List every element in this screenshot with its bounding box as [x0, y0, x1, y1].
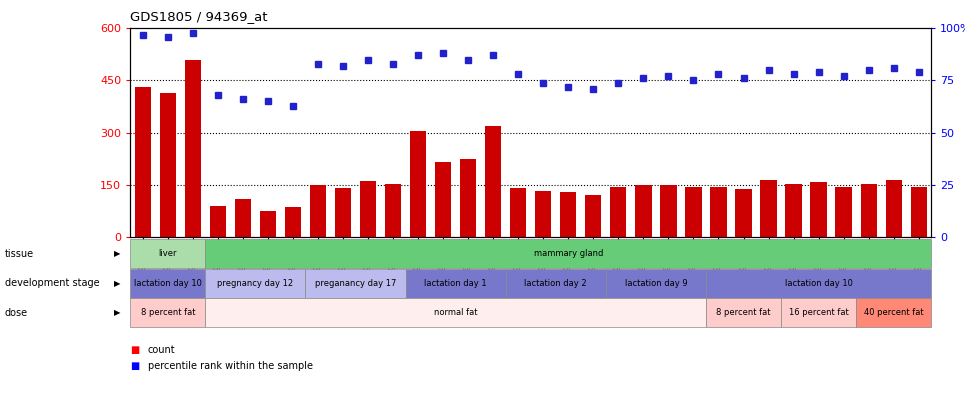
Bar	[911, 187, 926, 237]
Text: preganancy day 17: preganancy day 17	[315, 279, 397, 288]
Text: mammary gland: mammary gland	[534, 249, 603, 258]
Text: count: count	[148, 345, 176, 354]
Bar	[510, 188, 526, 237]
Bar	[786, 184, 802, 237]
Text: normal fat: normal fat	[434, 308, 478, 317]
Text: GDS1805 / 94369_at: GDS1805 / 94369_at	[130, 10, 267, 23]
Bar	[184, 60, 201, 237]
Text: lactation day 2: lactation day 2	[524, 279, 587, 288]
Text: liver: liver	[158, 249, 177, 258]
Text: ■: ■	[130, 345, 140, 354]
Text: lactation day 9: lactation day 9	[624, 279, 687, 288]
Text: ■: ■	[130, 361, 140, 371]
Bar	[836, 187, 852, 237]
Text: lactation day 10: lactation day 10	[134, 279, 202, 288]
Bar	[610, 187, 626, 237]
Bar	[735, 189, 752, 237]
Bar	[560, 192, 576, 237]
Text: pregnancy day 12: pregnancy day 12	[217, 279, 293, 288]
Bar	[135, 87, 151, 237]
Text: percentile rank within the sample: percentile rank within the sample	[148, 361, 313, 371]
Bar	[536, 191, 551, 237]
Text: tissue: tissue	[5, 249, 34, 258]
Bar	[335, 188, 351, 237]
Text: ▶: ▶	[114, 308, 121, 317]
Text: ▶: ▶	[114, 249, 121, 258]
Bar	[360, 181, 376, 237]
Text: development stage: development stage	[5, 278, 99, 288]
Bar	[635, 185, 651, 237]
Bar	[435, 162, 452, 237]
Text: lactation day 10: lactation day 10	[785, 279, 852, 288]
Bar	[861, 184, 877, 237]
Bar	[410, 131, 427, 237]
Text: 40 percent fat: 40 percent fat	[864, 308, 924, 317]
Bar	[310, 185, 326, 237]
Bar	[234, 199, 251, 237]
Text: lactation day 1: lactation day 1	[425, 279, 487, 288]
Bar	[260, 211, 276, 237]
Bar	[685, 187, 702, 237]
Bar	[460, 159, 477, 237]
Bar	[760, 180, 777, 237]
Bar	[485, 126, 502, 237]
Text: 8 percent fat: 8 percent fat	[141, 308, 195, 317]
Text: ▶: ▶	[114, 279, 121, 288]
Bar	[660, 185, 676, 237]
Bar	[811, 182, 827, 237]
Bar	[585, 194, 601, 237]
Bar	[285, 207, 301, 237]
Bar	[385, 184, 401, 237]
Text: 8 percent fat: 8 percent fat	[716, 308, 771, 317]
Text: 16 percent fat: 16 percent fat	[788, 308, 848, 317]
Bar	[209, 206, 226, 237]
Bar	[710, 187, 727, 237]
Bar	[886, 180, 902, 237]
Text: dose: dose	[5, 308, 28, 318]
Bar	[159, 93, 176, 237]
